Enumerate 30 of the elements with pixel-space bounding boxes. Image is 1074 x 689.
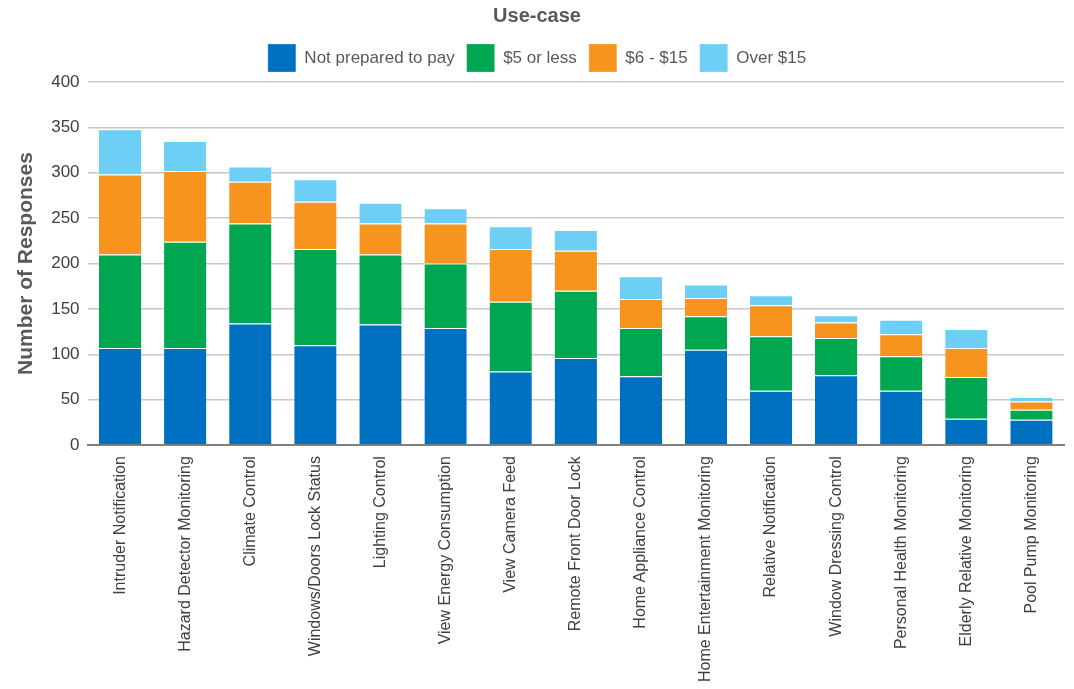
- y-tick-label: 350: [51, 117, 80, 137]
- legend-label: Over $15: [736, 47, 807, 67]
- x-tick-label: Intruder Notification: [110, 456, 128, 595]
- x-tick-label: Window Dressing Control: [826, 456, 844, 637]
- y-axis-title: Number of Responses: [13, 152, 37, 375]
- y-tick-label: 400: [51, 71, 80, 91]
- y-tick-label: 100: [51, 344, 80, 364]
- x-tick-label: Windows/Doors Lock Status: [305, 456, 323, 657]
- y-tick-label: 0: [70, 434, 80, 454]
- legend-label: $5 or less: [503, 47, 577, 67]
- x-tick-label: Pool Pump Monitoring: [1021, 456, 1039, 614]
- legend-title: Use-case: [493, 3, 581, 26]
- x-tick-label: Relative Notification: [761, 456, 779, 598]
- y-tick-label: 300: [51, 162, 80, 182]
- x-tick-label: Remote Front Door Lock: [566, 455, 584, 632]
- x-tick-label: Elderly Relative Monitoring: [956, 456, 974, 647]
- y-tick-label: 200: [51, 253, 80, 273]
- y-tick-label: 150: [51, 298, 80, 318]
- x-tick-label: Climate Control: [240, 456, 258, 567]
- x-tick-label: Hazard Detector Monitoring: [175, 456, 193, 652]
- x-tick-label: Home Appliance Control: [631, 456, 649, 629]
- y-tick-label: 50: [60, 389, 80, 409]
- x-tick-label: Home Entertainment Monitoring: [696, 456, 714, 683]
- x-tick-label: View Energy Consumption: [436, 456, 453, 645]
- legend-label: Not prepared to pay: [304, 47, 456, 67]
- x-tick-label: Lighting Control: [370, 456, 388, 569]
- legend-label: $6 - $15: [625, 47, 688, 67]
- x-tick-label: Personal Health Monitoring: [891, 456, 909, 650]
- y-tick-label: 250: [51, 207, 80, 227]
- x-tick-label: View Camera Feed: [501, 456, 519, 593]
